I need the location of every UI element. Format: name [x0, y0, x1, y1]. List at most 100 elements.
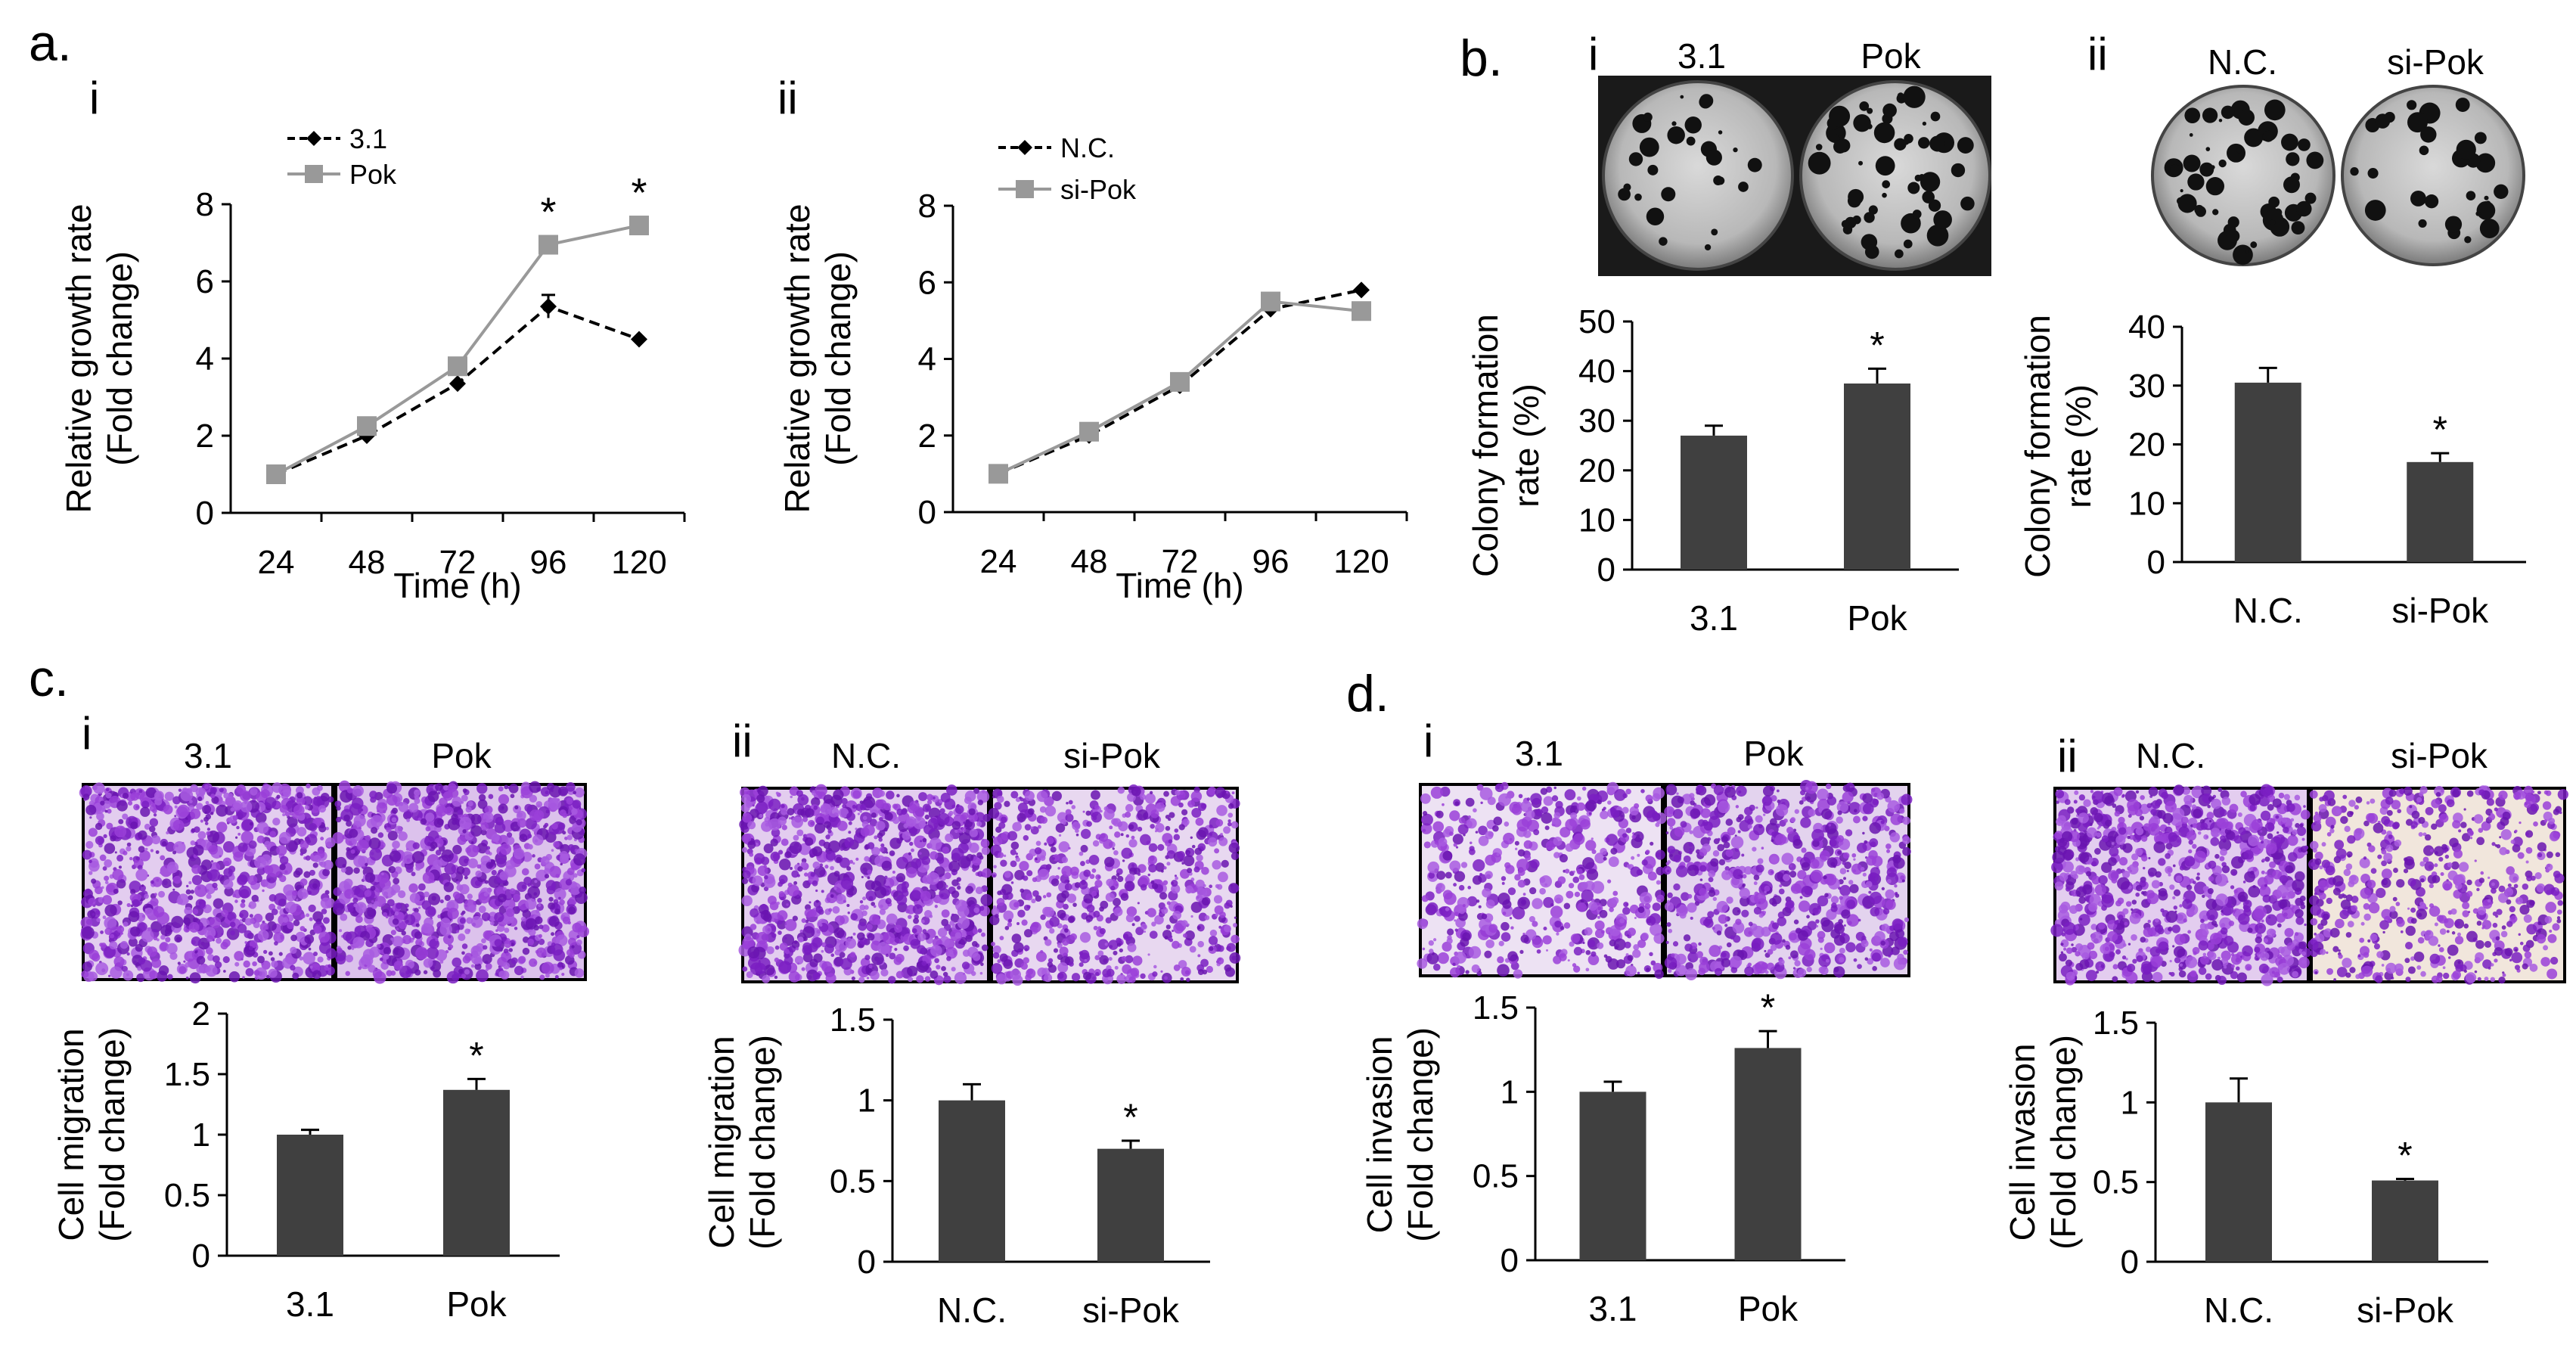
stained-cell: [962, 949, 970, 957]
stained-cell: [402, 934, 412, 945]
stained-cell: [846, 812, 855, 821]
stained-cell: [1741, 909, 1749, 918]
stained-cell: [1482, 888, 1491, 898]
panel-label-b-i: i: [1588, 29, 1598, 79]
stained-cell: [1469, 841, 1473, 845]
stained-cell: [847, 912, 850, 915]
stained-cell: [1842, 852, 1850, 859]
migration-image-c-ii: [738, 784, 1241, 986]
stained-cell: [505, 952, 509, 956]
stained-cell: [222, 840, 235, 853]
stained-cell: [574, 968, 585, 978]
colony-dot: [2238, 109, 2255, 126]
stained-cell: [1775, 803, 1789, 817]
stained-cell: [811, 797, 821, 807]
stained-cell: [293, 804, 305, 816]
stained-cell: [154, 790, 164, 801]
stained-cell: [921, 961, 927, 966]
stained-cell: [81, 926, 95, 939]
stained-cell: [475, 870, 483, 877]
stained-cell: [285, 840, 298, 853]
colony-dot: [2298, 138, 2311, 151]
stained-cell: [207, 954, 215, 961]
stained-cell: [414, 931, 423, 939]
stained-cell: [1020, 888, 1025, 893]
stained-cell: [485, 963, 492, 970]
stained-cell: [1790, 883, 1802, 894]
stained-cell: [797, 794, 809, 806]
stained-cell: [1799, 896, 1803, 899]
stained-cell: [892, 816, 900, 825]
stained-cell: [188, 921, 200, 933]
stained-cell: [1894, 884, 1898, 888]
stained-cell: [192, 844, 204, 856]
stained-cell: [1826, 796, 1837, 806]
stained-cell: [519, 834, 528, 843]
colony-dot: [1894, 138, 1907, 151]
stained-cell: [1445, 871, 1452, 879]
stained-cell: [781, 804, 785, 809]
stained-cell: [1716, 930, 1722, 936]
stained-cell: [784, 936, 787, 940]
stained-cell: [941, 909, 950, 918]
stained-cell: [929, 837, 942, 851]
stained-cell: [1478, 905, 1482, 908]
stained-cell: [107, 974, 111, 977]
stained-cell: [1169, 935, 1173, 939]
stained-cell: [1652, 902, 1661, 912]
stained-cell: [494, 912, 504, 923]
stained-cell: [100, 930, 104, 934]
stained-cell: [1541, 812, 1553, 824]
stained-cell: [104, 916, 117, 930]
stained-cell: [1020, 962, 1029, 970]
stained-cell: [355, 902, 367, 914]
stained-cell: [1573, 946, 1583, 956]
stained-cell: [114, 851, 117, 854]
stained-cell: [1453, 883, 1457, 887]
stained-cell: [524, 803, 533, 812]
stained-cell: [551, 932, 555, 936]
stained-cell: [208, 869, 221, 882]
stained-cell: [1465, 970, 1470, 974]
colony-dot: [2466, 191, 2476, 200]
stained-cell: [538, 933, 542, 938]
stained-cell: [810, 871, 815, 877]
stained-cell: [1231, 791, 1235, 795]
stained-cell: [141, 930, 154, 943]
stained-cell: [1458, 817, 1466, 824]
stained-cell: [954, 805, 964, 815]
stained-cell: [945, 833, 954, 843]
stained-cell: [812, 846, 823, 857]
stained-cell: [1546, 949, 1549, 952]
stained-cell: [1422, 947, 1426, 951]
stained-cell: [484, 880, 489, 884]
stained-cell: [1173, 834, 1181, 840]
stained-cell: [858, 921, 867, 931]
stained-cell: [1189, 946, 1196, 953]
stained-cell: [1764, 949, 1767, 952]
colony-dot: [2479, 219, 2500, 238]
colony-dot: [2311, 154, 2318, 160]
stained-cell: [850, 936, 853, 939]
colony-dot: [1875, 156, 1895, 176]
stained-cell: [1003, 959, 1013, 969]
stained-cell: [941, 966, 946, 971]
stained-cell: [253, 970, 260, 977]
stained-cell: [1457, 964, 1461, 969]
panel-label-d-i: i: [1423, 716, 1433, 766]
stained-cell: [251, 894, 259, 902]
colony-dot: [2218, 118, 2223, 123]
stained-cell: [1611, 896, 1619, 905]
stained-cell: [532, 834, 544, 846]
stained-cell: [126, 842, 132, 847]
stained-cell: [144, 847, 148, 851]
stained-cell: [396, 927, 399, 931]
stained-cell: [116, 854, 124, 862]
stained-cell: [921, 856, 931, 865]
stained-cell: [867, 842, 875, 849]
stained-cell: [299, 878, 308, 887]
stained-cell: [1063, 903, 1069, 910]
stained-cell: [1212, 860, 1221, 870]
stained-cell: [1690, 800, 1695, 806]
stained-cell: [1704, 893, 1710, 899]
